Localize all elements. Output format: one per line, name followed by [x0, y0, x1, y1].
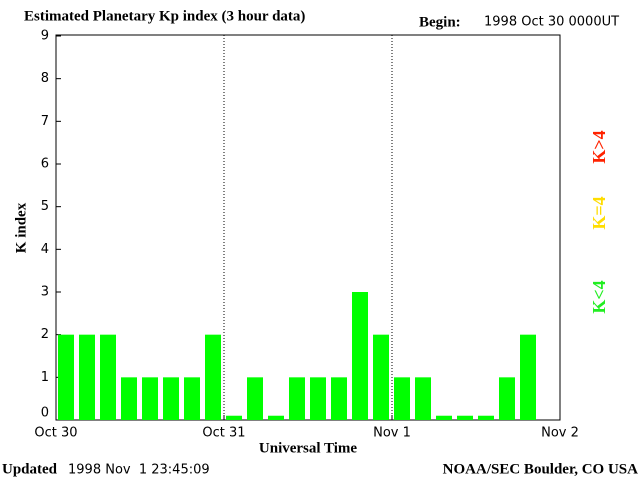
bar: [331, 377, 347, 420]
bar: [289, 377, 305, 420]
x-tick-label: Oct 31: [202, 426, 245, 441]
y-tick-label: 4: [41, 242, 49, 257]
y-tick-label: 0: [41, 406, 49, 421]
y-tick-label: 2: [41, 327, 49, 342]
updated-value: 1998 Nov 1 23:45:09: [68, 463, 210, 478]
bar: [163, 377, 179, 420]
bar: [184, 377, 200, 420]
y-tick-label: 5: [41, 199, 49, 214]
x-axis-label: Universal Time: [259, 440, 358, 456]
bar: [352, 292, 368, 420]
bar: [415, 377, 431, 420]
bar: [520, 334, 536, 420]
bar: [205, 334, 221, 420]
x-tick-label: Nov 2: [541, 426, 579, 441]
bar: [310, 377, 326, 420]
y-tick-label: 6: [41, 157, 49, 172]
bar: [478, 415, 494, 420]
x-tick-label: Nov 1: [373, 426, 411, 441]
legend-entry: K=4: [589, 196, 609, 229]
plot-frame: [55, 34, 561, 421]
bar: [394, 377, 410, 420]
x-tick-label: Oct 30: [34, 426, 77, 441]
bar: [79, 334, 95, 420]
begin-label: Begin:: [419, 14, 461, 30]
y-tick-label: 7: [41, 114, 49, 129]
bar: [436, 415, 452, 420]
y-tick-label: 8: [41, 71, 49, 86]
chart-title: Estimated Planetary Kp index (3 hour dat…: [24, 8, 305, 24]
bar: [499, 377, 515, 420]
bar: [268, 415, 284, 420]
bar: [142, 377, 158, 420]
bar: [373, 334, 389, 420]
bar: [58, 334, 74, 420]
begin-value: 1998 Oct 30 0000UT: [484, 15, 619, 30]
bar: [226, 415, 242, 420]
y-axis-label: K index: [13, 202, 29, 253]
y-tick-label: 1: [41, 370, 49, 385]
y-tick-label: 3: [41, 285, 49, 300]
bar: [121, 377, 137, 420]
bar: [457, 415, 473, 420]
bar: [100, 334, 116, 420]
legend-entry: K>4: [589, 130, 609, 163]
updated-label: Updated: [2, 461, 58, 477]
y-tick-label: 9: [41, 29, 49, 44]
bar: [247, 377, 263, 420]
legend-entry: K<4: [589, 280, 609, 313]
source-credit: NOAA/SEC Boulder, CO USA: [443, 461, 638, 477]
